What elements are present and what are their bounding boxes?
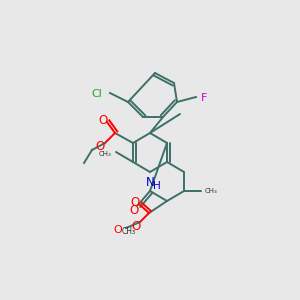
Text: O: O — [131, 220, 141, 232]
Text: O: O — [95, 140, 105, 152]
Text: F: F — [201, 93, 207, 103]
Text: O: O — [130, 196, 140, 209]
Text: CH₃: CH₃ — [205, 188, 218, 194]
Text: Cl: Cl — [91, 89, 102, 99]
Text: N: N — [146, 176, 154, 188]
Text: O: O — [114, 225, 122, 235]
Text: O: O — [129, 205, 139, 218]
Text: CH₃: CH₃ — [98, 151, 111, 157]
Text: H: H — [153, 181, 161, 191]
Text: O: O — [98, 113, 108, 127]
Text: CH₃: CH₃ — [122, 226, 136, 236]
